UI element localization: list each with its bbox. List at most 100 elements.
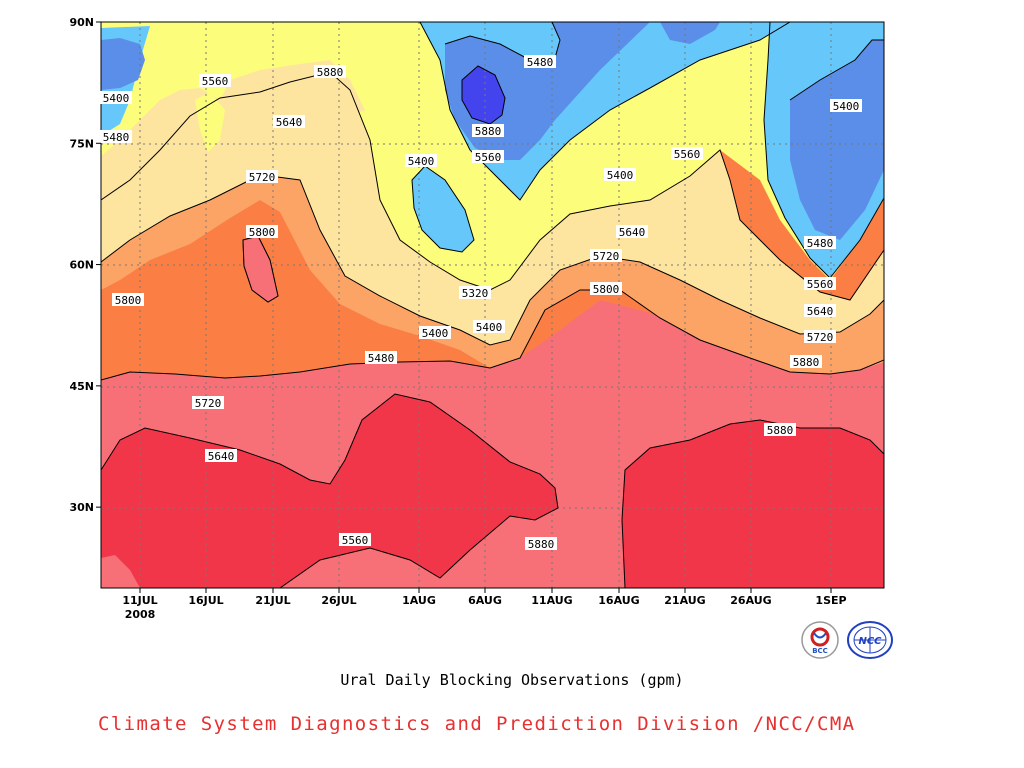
contour-label: 5640	[276, 116, 303, 129]
band-5640-5720	[101, 176, 884, 374]
x-tick-label: 1AUG	[402, 594, 436, 607]
band-5480-5560-left-tongue	[195, 92, 225, 152]
x-tick-label: 21AUG	[664, 594, 705, 607]
contour-label: 5480	[807, 237, 834, 250]
contour-label-bg	[472, 150, 504, 163]
y-tick-label: 45N	[69, 380, 94, 393]
contour-label: 5640	[619, 226, 646, 239]
contour-label: 5560	[342, 534, 369, 547]
contour-label: 5720	[195, 397, 222, 410]
band-5880-right	[622, 420, 884, 588]
contour-label-bg	[459, 286, 491, 299]
contour-label: 5880	[528, 538, 555, 551]
y-axis: 30N 45N 60N 75N 90N	[69, 16, 101, 514]
contour-label-bg	[671, 147, 703, 160]
contour-label-bg	[804, 330, 836, 343]
contour-label: 5320	[462, 287, 489, 300]
contour-label: 5640	[208, 450, 235, 463]
contour-label-bg	[273, 115, 305, 128]
x-tick-label: 11AUG	[531, 594, 572, 607]
credit-line: Climate System Diagnostics and Predictio…	[98, 713, 856, 735]
contour-label: 5400	[607, 169, 634, 182]
contour-label-layer: 5400 5480 5560 5640 5720 5800 5880 5880 5560 5480…	[100, 55, 862, 551]
contour-label-bg	[804, 277, 836, 290]
contour-label-bg	[804, 304, 836, 317]
contour-label: 5800	[593, 283, 620, 296]
contour-label: 5720	[593, 250, 620, 263]
contour-fill-layer	[101, 22, 884, 588]
band-5800-island	[242, 235, 279, 303]
contour-label-bg	[804, 236, 836, 249]
x-tick-label: 11JUL	[122, 594, 157, 607]
contour-label: 5480	[368, 352, 395, 365]
svg-text:NCC: NCC	[858, 636, 882, 647]
x-tick-label: 6AUG	[468, 594, 502, 607]
contour-label-bg	[524, 55, 556, 68]
contour-label: 5800	[249, 226, 276, 239]
band-5560-5640-inner-lobe	[101, 60, 365, 200]
x-tick-label: 26JUL	[321, 594, 356, 607]
contour-label-bg	[764, 423, 796, 436]
contour-label-bg	[590, 249, 622, 262]
x-year-label: 2008	[125, 608, 156, 621]
contour-label-bg	[100, 130, 132, 143]
band-5320-5400-right	[790, 40, 884, 240]
contour-label-bg	[472, 124, 504, 137]
chart-title: Ural Daily Blocking Observations (gpm)	[340, 671, 684, 689]
contour-label-bg	[365, 351, 397, 364]
contour-label: 5400	[833, 100, 860, 113]
svg-text:BCC: BCC	[812, 647, 828, 655]
contour-label-bg	[590, 282, 622, 295]
band-5480-5560	[101, 22, 884, 290]
band-5320-5400-left	[101, 38, 145, 90]
contour-label-bg	[100, 91, 132, 104]
x-tick-label: 16AUG	[598, 594, 639, 607]
contour-label: 5480	[103, 131, 130, 144]
contour-label-bg	[616, 225, 648, 238]
contour-label: 5400	[103, 92, 130, 105]
contour-label: 5880	[317, 66, 344, 79]
contour-label: 5800	[115, 294, 142, 307]
contour-label: 5560	[475, 151, 502, 164]
plot-frame	[100, 21, 885, 589]
band-5320-5400-corner	[660, 22, 720, 44]
contour-label: 5640	[807, 305, 834, 318]
contour-label: 5400	[476, 321, 503, 334]
contour-label: 5560	[807, 278, 834, 291]
contour-label-bg	[419, 326, 451, 339]
contour-label: 5880	[475, 125, 502, 138]
y-tick-label: 90N	[69, 16, 94, 29]
band-5880-upper	[101, 394, 558, 588]
band-5800-5880-bottom-patch	[101, 555, 140, 588]
x-tick-label: 26AUG	[730, 594, 771, 607]
contour-label-bg	[112, 293, 144, 306]
x-tick-label: 16JUL	[188, 594, 223, 607]
contour-label-bg	[339, 533, 371, 546]
contour-label-bg	[405, 154, 437, 167]
contour-label: 5400	[422, 327, 449, 340]
y-tick-label: 75N	[69, 137, 94, 150]
contour-label: 5560	[202, 75, 229, 88]
contour-label-bg	[790, 355, 822, 368]
contour-label-bg	[246, 225, 278, 238]
y-tick-label: 30N	[69, 501, 94, 514]
contour-label: 5880	[793, 356, 820, 369]
contour-label: 5880	[767, 424, 794, 437]
contour-label: 5560	[674, 148, 701, 161]
contour-label: 5720	[807, 331, 834, 344]
band-5560-5640	[101, 72, 884, 345]
contour-label: 5400	[408, 155, 435, 168]
contour-label: 5480	[527, 56, 554, 69]
contour-label-bg	[604, 168, 636, 181]
contour-label-bg	[246, 170, 278, 183]
bcc-logo: BCC	[800, 620, 840, 660]
contour-label-bg	[830, 99, 862, 112]
contour-label: 5720	[249, 171, 276, 184]
x-tick-label: 1SEP	[815, 594, 846, 607]
band-5400-5480-oval	[412, 166, 474, 252]
x-tick-label: 21JUL	[255, 594, 290, 607]
y-tick-label: 60N	[69, 259, 94, 272]
band-lt-5320	[462, 66, 505, 124]
contour-label-bg	[199, 74, 231, 87]
